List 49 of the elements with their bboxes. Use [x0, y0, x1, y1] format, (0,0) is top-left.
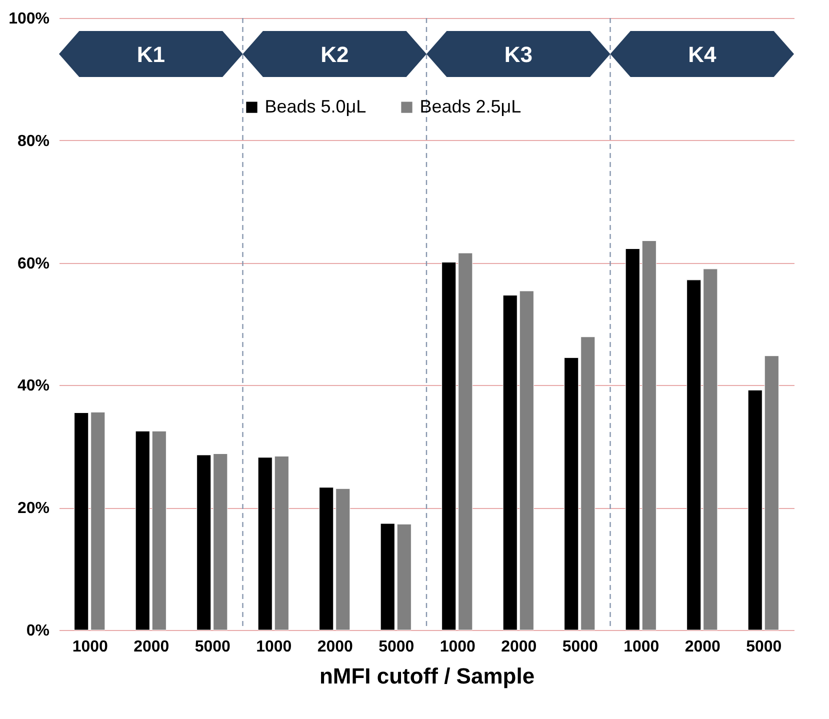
bar: [74, 412, 89, 630]
bar: [90, 412, 106, 630]
bar: [564, 357, 579, 630]
x-tick-label: 5000: [378, 638, 414, 656]
legend-label: Beads 5.0μL: [264, 96, 366, 116]
x-tick-label: 2000: [134, 638, 170, 656]
bar: [274, 456, 289, 630]
bar: [213, 453, 228, 630]
annotation: K4: [688, 42, 717, 67]
bar: [336, 488, 350, 630]
bar: [258, 457, 272, 630]
bar: [519, 290, 534, 630]
bar: [764, 356, 779, 630]
x-tick-label: 5000: [194, 638, 231, 656]
annotation: K1: [136, 42, 165, 67]
x-tick-label: 1000: [72, 638, 108, 656]
y-tick-label: 0%: [26, 622, 50, 640]
legend-label: Beads 2.5μL: [420, 96, 522, 116]
y-tick-label: 80%: [17, 132, 50, 150]
x-tick-label: 2000: [501, 638, 537, 656]
bar: [458, 252, 473, 630]
y-tick-label: 60%: [17, 255, 50, 272]
y-tick-label: 40%: [17, 378, 50, 395]
x-tick-label: 1000: [624, 638, 660, 656]
bar: [625, 248, 640, 630]
bar: [152, 430, 166, 630]
bar: [748, 390, 762, 630]
bar: [319, 487, 334, 630]
annotation: K2: [320, 42, 349, 67]
bar: [703, 268, 718, 630]
y-tick-label: 20%: [17, 500, 50, 518]
x-tick-label: 2000: [684, 638, 721, 656]
bar: [686, 280, 702, 630]
x-tick-label: 1000: [256, 638, 292, 656]
x-tick-label: 5000: [562, 638, 598, 656]
x-tick-label: 2000: [317, 638, 354, 656]
bar: [396, 524, 412, 630]
y-tick-label: 100%: [8, 10, 50, 28]
bar: [442, 262, 456, 630]
x-axis-title: nMFI cutoff / Sample: [319, 664, 535, 688]
x-tick-label: 1000: [440, 638, 476, 656]
annotation: K3: [504, 42, 532, 67]
bar: [380, 523, 395, 630]
bar: [135, 430, 150, 630]
x-tick-label: 5000: [746, 638, 782, 656]
bar: [580, 336, 596, 630]
bar: [502, 294, 518, 630]
bar: [642, 240, 656, 630]
bar: [196, 454, 212, 630]
